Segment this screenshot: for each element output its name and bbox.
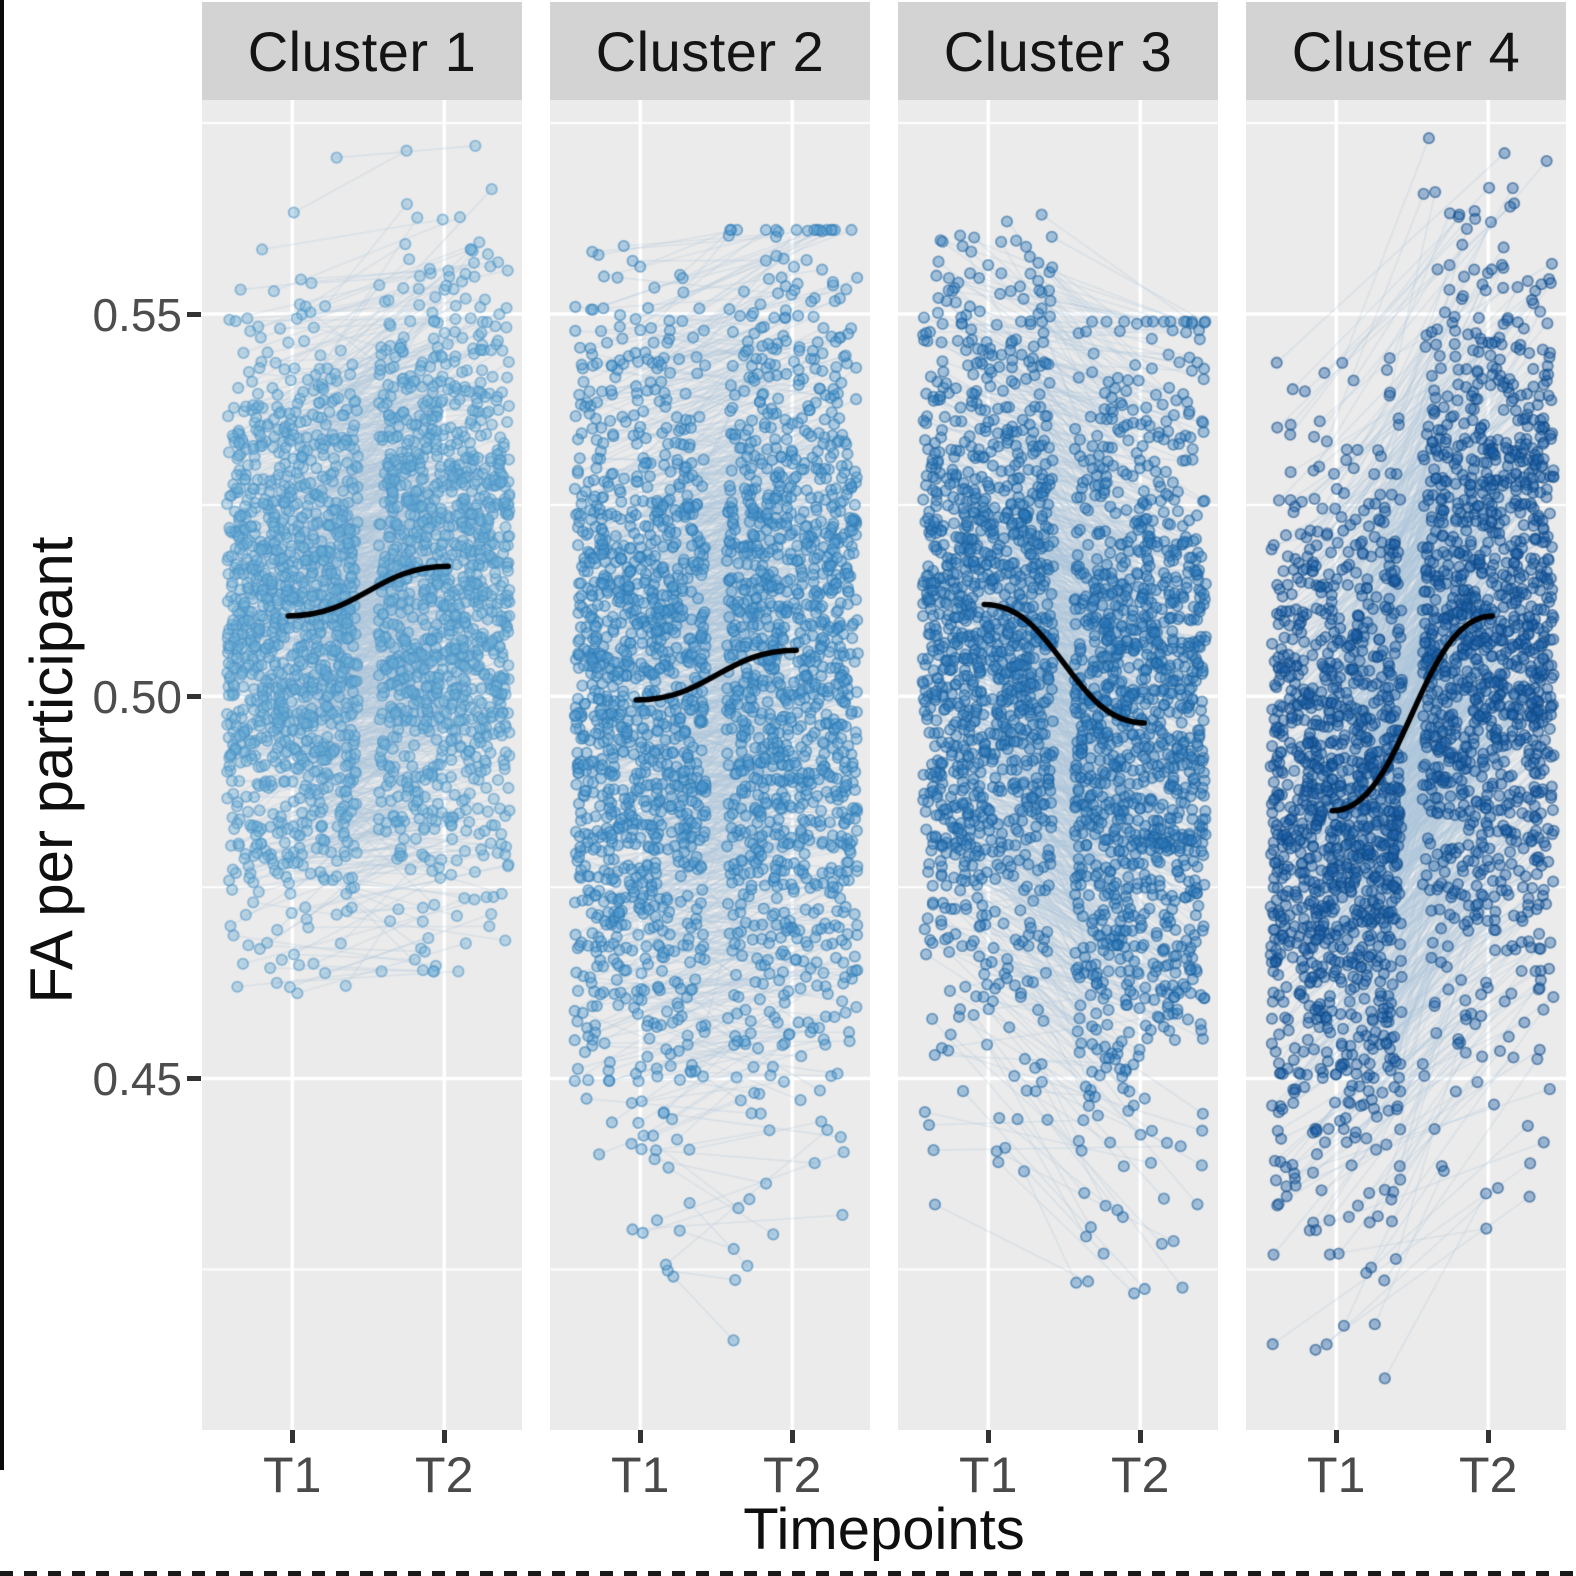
x-tick-label: T2 (415, 1447, 474, 1503)
facet-strip-cluster-2: Cluster 2 (550, 2, 870, 100)
y-tick-mark (187, 694, 201, 700)
x-tick-label: T1 (263, 1447, 322, 1503)
facet-strip-label: Cluster 3 (943, 19, 1173, 83)
x-tick-label: T1 (611, 1447, 670, 1503)
y-tick-label: 0.45 (92, 1053, 182, 1106)
y-tick-mark (187, 312, 201, 318)
x-tick-label: T1 (1307, 1447, 1366, 1503)
panel-cluster-3 (898, 100, 1218, 1430)
facet-strip-label: Cluster 1 (247, 19, 477, 83)
y-tick-label: 0.50 (92, 671, 182, 724)
x-tick-label: T1 (959, 1447, 1018, 1503)
x-tick-label: T2 (1459, 1447, 1518, 1503)
panel-cluster-4 (1246, 100, 1566, 1430)
x-tick-mark (1137, 1430, 1143, 1443)
x-tick-mark (985, 1430, 991, 1443)
x-tick-mark (789, 1430, 795, 1443)
x-tick-mark (637, 1430, 643, 1443)
x-tick-label: T2 (1111, 1447, 1170, 1503)
figure-bottom-border (0, 1571, 1576, 1576)
panel-cluster-2 (550, 100, 870, 1430)
facet-strip-cluster-3: Cluster 3 (898, 2, 1218, 100)
facet-strip-label: Cluster 2 (595, 19, 825, 83)
figure-left-border (0, 0, 4, 1470)
panel-cluster-1 (202, 100, 522, 1430)
y-tick-label: 0.55 (92, 289, 182, 342)
facet-strip-cluster-4: Cluster 4 (1246, 2, 1566, 100)
x-tick-mark (1333, 1430, 1339, 1443)
x-axis-title: Timepoints (743, 1497, 1025, 1562)
x-tick-mark (289, 1430, 295, 1443)
x-tick-mark (441, 1430, 447, 1443)
x-tick-label: T2 (763, 1447, 822, 1503)
facet-strip-cluster-1: Cluster 1 (202, 2, 522, 100)
x-tick-mark (1485, 1430, 1491, 1443)
facet-strip-label: Cluster 4 (1291, 19, 1521, 83)
y-tick-mark (187, 1076, 201, 1082)
